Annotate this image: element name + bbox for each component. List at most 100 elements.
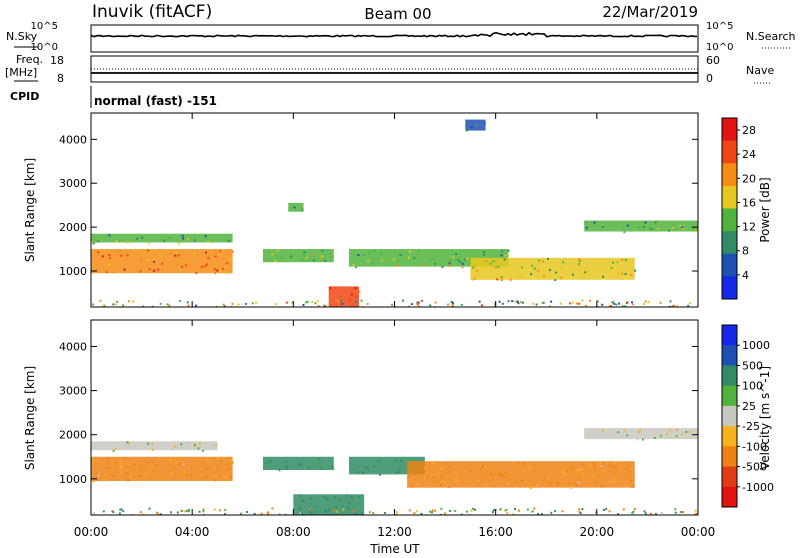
echo-cell (190, 474, 193, 476)
echo-cell (185, 474, 188, 477)
echo-cell (328, 508, 331, 511)
y-tick-label: 4000 (59, 133, 87, 146)
echo-cell (618, 302, 621, 305)
echo-cell (187, 510, 190, 513)
echo-cell (500, 250, 503, 253)
echo-cell (520, 479, 523, 482)
colorbar-tick-label: 25 (742, 400, 756, 413)
echo-cell (136, 237, 138, 240)
echo-cell (506, 512, 509, 515)
echo-cell (361, 512, 364, 515)
nave-label: Nave (746, 64, 774, 77)
echo-cell (224, 508, 227, 511)
echo-cell (335, 510, 338, 513)
echo-cell (156, 464, 158, 467)
nsearch-tick-top: 10^5 (706, 21, 733, 32)
echo-cell (615, 431, 617, 434)
echo-cell (424, 477, 426, 480)
echo-cell (169, 458, 172, 461)
nsearch-label: N.Search (746, 30, 796, 43)
echo-cell (475, 124, 478, 127)
echo-cell (368, 252, 371, 255)
time-xlabel: Time UT (369, 542, 420, 554)
echo-band (584, 428, 698, 440)
echo-cell (532, 302, 535, 305)
echo-cell (497, 265, 500, 268)
echo-cell (224, 477, 227, 480)
echo-cell (482, 465, 484, 468)
echo-cell (477, 263, 480, 266)
echo-cell (350, 293, 353, 296)
echo-cell (124, 444, 127, 447)
echo-cell (625, 484, 628, 487)
echo-cell (695, 512, 698, 515)
echo-cell (602, 469, 605, 472)
echo-cell (601, 226, 604, 228)
colorbar-tick-label: -100 (742, 440, 767, 453)
echo-cell (471, 262, 474, 265)
echo-cell (642, 225, 645, 228)
echo-cell (185, 510, 188, 512)
echo-cell (641, 438, 644, 441)
echo-cell (398, 467, 401, 470)
echo-cell (554, 510, 557, 513)
power-colorbar: 4 8 12 16 20 24 28 (721, 117, 756, 300)
echo-cell (362, 471, 365, 474)
echo-cell (481, 304, 484, 307)
echo-cell (555, 271, 558, 274)
echo-cell (450, 300, 453, 303)
echo-cell (621, 259, 624, 262)
colorbar-tick-label: 500 (742, 359, 763, 372)
echo-band (91, 441, 218, 451)
echo-cell (92, 242, 95, 245)
echo-cell (372, 512, 375, 515)
echo-cell (397, 259, 400, 262)
noise-strip: N.Sky 10^5 10^0 10^5 10^0 N.Search (6, 21, 796, 53)
echo-cell (444, 512, 447, 515)
echo-cell (562, 261, 565, 264)
echo-cell (166, 303, 169, 306)
echo-cell (675, 435, 678, 438)
echo-cell (472, 266, 475, 269)
echo-cell (421, 299, 424, 302)
echo-cell (201, 266, 204, 268)
colorbar-swatch (722, 426, 737, 447)
echo-cell (119, 463, 122, 466)
echo-cell (321, 249, 324, 252)
echo-cell (507, 300, 510, 303)
echo-cell (550, 300, 553, 303)
echo-cell (694, 513, 697, 515)
echo-cell (578, 258, 581, 261)
freq-strip: Freq. [MHz] 18 8 60 0 Nave (5, 53, 774, 85)
echo-cell (448, 509, 451, 512)
echo-cell (452, 256, 455, 259)
echo-cell (557, 483, 559, 486)
echo-cell (202, 510, 205, 513)
echo-cell (570, 485, 573, 488)
echo-cell (353, 510, 356, 513)
echo-cell (153, 260, 155, 263)
echo-cell (417, 249, 420, 252)
echo-cell (569, 302, 572, 305)
echo-cell (115, 250, 118, 253)
echo-cell (533, 267, 536, 270)
echo-cell (145, 473, 148, 476)
echo-cell (318, 457, 321, 460)
echo-cell (617, 431, 620, 434)
echo-cell (547, 257, 549, 260)
echo-cell (511, 300, 514, 302)
power-echoes (91, 119, 698, 307)
echo-cell (207, 240, 210, 243)
nave-tick-bottom: 0 (706, 72, 713, 85)
echo-cell (177, 254, 180, 257)
echo-cell (302, 255, 305, 258)
echo-cell (217, 464, 220, 467)
echo-band (584, 220, 698, 232)
echo-cell (439, 513, 442, 515)
echo-cell (455, 479, 458, 482)
echo-cell (504, 509, 507, 512)
echo-cell (581, 463, 584, 466)
echo-cell (632, 303, 635, 306)
echo-cell (457, 259, 460, 261)
